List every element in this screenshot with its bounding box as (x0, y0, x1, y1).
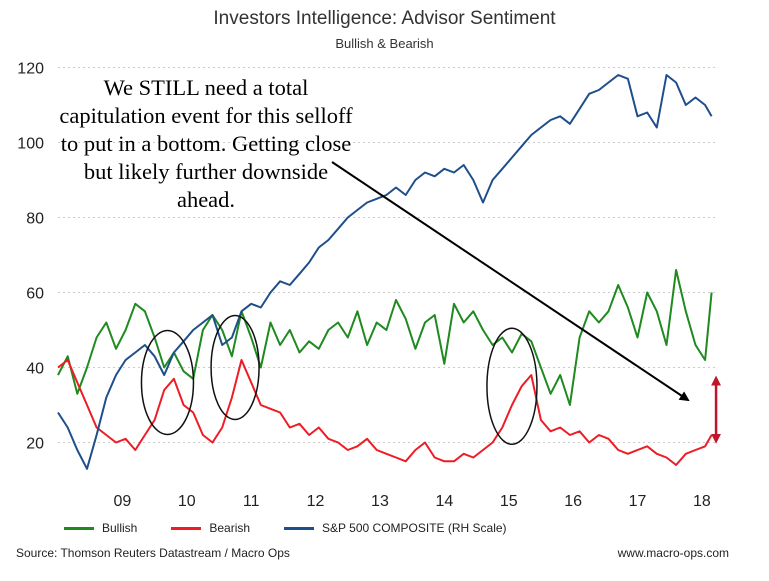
legend-swatch-sp500 (284, 526, 315, 530)
website-link[interactable]: www.macro-ops.com (617, 546, 729, 560)
axes: 20 40 60 80 100 120 09 10 11 12 13 14 15 16 17 18 (17, 61, 718, 510)
legend-swatch-bullish (64, 526, 94, 530)
legend-swatch-bearish (171, 526, 202, 530)
x-tick-label: 16 (564, 493, 582, 510)
y-tick-label: 40 (26, 361, 44, 378)
annotation-layer (140, 161, 722, 445)
y-tick-label: 60 (26, 286, 44, 303)
trend-arrow (331, 161, 690, 402)
y-tick-label: 100 (17, 136, 44, 153)
legend-label-bullish: Bullish (102, 521, 138, 535)
x-tick-label: 15 (500, 493, 518, 510)
y-tick-label: 20 (26, 436, 44, 453)
highlight-circle-1 (140, 329, 195, 436)
chart-subtitle: Bullish & Bearish (335, 36, 434, 51)
legend-item-bullish: Bullish (64, 521, 137, 535)
series-bearish (57, 359, 713, 466)
y-tick-label: 80 (26, 211, 44, 228)
legend-label-bearish: Bearish (209, 521, 251, 535)
series-layer (57, 74, 713, 470)
legend-item-bearish: Bearish (171, 521, 250, 535)
legend-label-sp500: S&P 500 COMPOSITE (RH Scale) (322, 521, 507, 535)
annotation-text: We STILL need a total capitulation event… (59, 75, 353, 212)
x-tick-label: 18 (693, 493, 711, 510)
legend: Bullish Bearish S&P 500 COMPOSITE (RH Sc… (64, 521, 541, 535)
x-tick-label: 13 (371, 493, 389, 510)
chart-title: Investors Intelligence: Advisor Sentimen… (213, 8, 556, 29)
series-sp500 (57, 74, 713, 470)
y-tick-label: 120 (17, 61, 44, 78)
x-tick-label: 11 (243, 493, 260, 510)
x-tick-label: 12 (307, 493, 325, 510)
legend-item-sp500: S&P 500 COMPOSITE (RH Scale) (284, 521, 507, 535)
x-tick-label: 17 (629, 493, 647, 510)
series-bullish (57, 269, 713, 406)
highlight-circle-3 (486, 327, 538, 445)
x-tick-label: 14 (435, 493, 453, 510)
x-tick-label: 09 (113, 493, 131, 510)
source-note: Source: Thomson Reuters Datastream / Mac… (16, 546, 290, 560)
highlight-circle-2 (210, 314, 260, 421)
x-tick-label: 10 (178, 493, 196, 510)
